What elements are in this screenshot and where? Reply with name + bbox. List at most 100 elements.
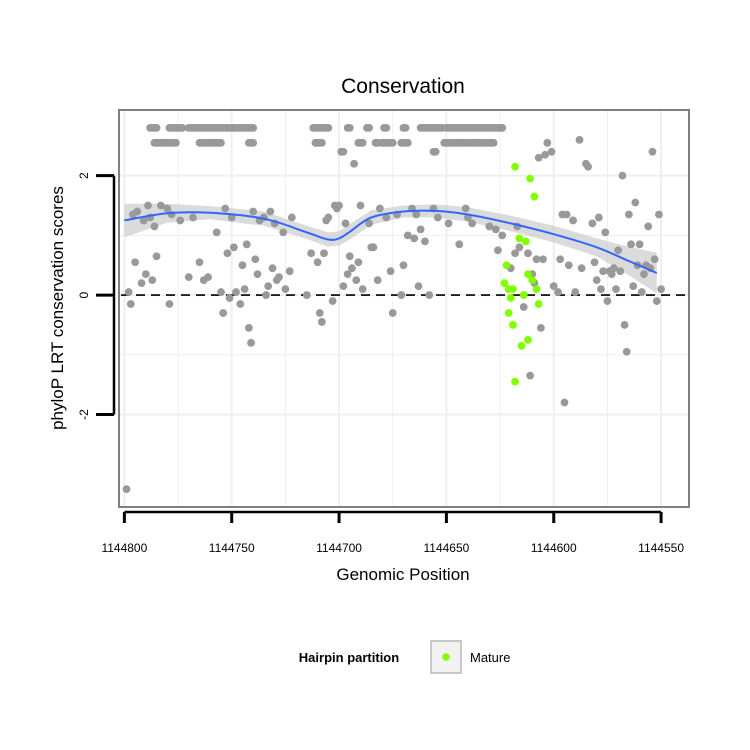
point-other (126, 300, 135, 308)
point-other (498, 231, 507, 240)
plot-panel (118, 109, 690, 508)
y-tick-label: -2 (77, 409, 91, 420)
point-other (403, 231, 412, 240)
x-tick-label: 1144600 (531, 541, 577, 555)
point-other (575, 135, 584, 144)
point-mature (534, 300, 543, 308)
point-other (268, 264, 277, 273)
point-other (620, 321, 629, 329)
point-other (343, 270, 352, 279)
point-other (358, 138, 367, 147)
point-other (526, 371, 535, 380)
point-other (498, 124, 507, 132)
point-other (601, 228, 610, 237)
point-other (339, 282, 348, 291)
point-other (365, 219, 374, 228)
point-other (238, 261, 247, 270)
legend-label-mature: Mature (470, 650, 510, 665)
point-other (152, 124, 161, 132)
point-other (539, 255, 547, 264)
point-mature (509, 321, 517, 329)
point-other (195, 258, 204, 267)
point-other (317, 138, 326, 147)
point-other (637, 288, 646, 296)
x-tick-label: 1144650 (423, 541, 469, 555)
point-other (494, 246, 502, 255)
point-mature (511, 377, 520, 386)
point-other (648, 147, 657, 156)
point-other (547, 147, 556, 156)
point-mature (519, 291, 528, 299)
point-other (345, 124, 354, 132)
point-mature (506, 294, 515, 302)
point-other (532, 255, 541, 264)
point-mature (521, 237, 530, 246)
point-other (588, 219, 597, 228)
point-other (599, 267, 608, 276)
point-mature (500, 279, 509, 288)
point-other (133, 207, 142, 216)
point-other (431, 147, 440, 156)
point-other (171, 138, 180, 147)
point-mature (524, 335, 532, 344)
point-other (345, 252, 354, 261)
point-other (468, 219, 477, 228)
point-other (614, 246, 623, 255)
point-other (609, 264, 618, 273)
point-other (262, 291, 270, 299)
point-other (543, 138, 552, 147)
point-other (382, 124, 391, 132)
point-other (541, 150, 550, 159)
point-other (341, 219, 350, 228)
point-other (403, 138, 412, 147)
point-other (627, 240, 635, 249)
point-other (369, 243, 378, 252)
point-other (485, 222, 494, 231)
point-other (339, 147, 348, 156)
point-other (122, 485, 131, 493)
chart-title: Conservation (341, 75, 465, 98)
x-axis: 1144800 1144750 1144700 1144650 1144600 11445… (101, 510, 684, 555)
legend-title: Hairpin partition (299, 650, 399, 665)
point-other (320, 249, 328, 258)
point-other (657, 285, 665, 293)
point-other (178, 124, 187, 132)
point-mature (517, 341, 526, 350)
point-other (444, 219, 453, 228)
point-other (152, 252, 161, 261)
point-other (139, 216, 148, 225)
point-other (352, 276, 361, 285)
point-other (655, 210, 663, 219)
point-other (631, 198, 640, 207)
y-axis-title: phyloP LRT conservation scores (48, 186, 67, 430)
point-mature (509, 285, 517, 293)
point-other (240, 285, 249, 293)
point-other (247, 338, 255, 347)
point-other (412, 210, 421, 219)
point-other (217, 288, 225, 296)
point-other (242, 240, 251, 249)
point-other (644, 222, 653, 231)
x-tick-label: 1144700 (316, 541, 362, 555)
point-other (618, 171, 627, 180)
point-other (624, 210, 633, 219)
point-other (165, 300, 174, 308)
point-other (328, 297, 337, 305)
point-mature (530, 192, 539, 201)
point-other (622, 347, 631, 356)
point-other (335, 201, 343, 210)
point-other (350, 159, 358, 168)
point-other (176, 216, 185, 225)
x-tick-label: 1144550 (638, 541, 684, 555)
point-other (221, 204, 230, 213)
point-other (356, 201, 365, 210)
point-mature (524, 270, 532, 279)
point-other (461, 204, 470, 213)
point-other (652, 297, 661, 305)
x-tick-label: 1144800 (101, 541, 147, 555)
point-other (592, 276, 601, 285)
point-other (358, 285, 367, 293)
point-other (386, 267, 395, 276)
point-other (244, 324, 253, 332)
